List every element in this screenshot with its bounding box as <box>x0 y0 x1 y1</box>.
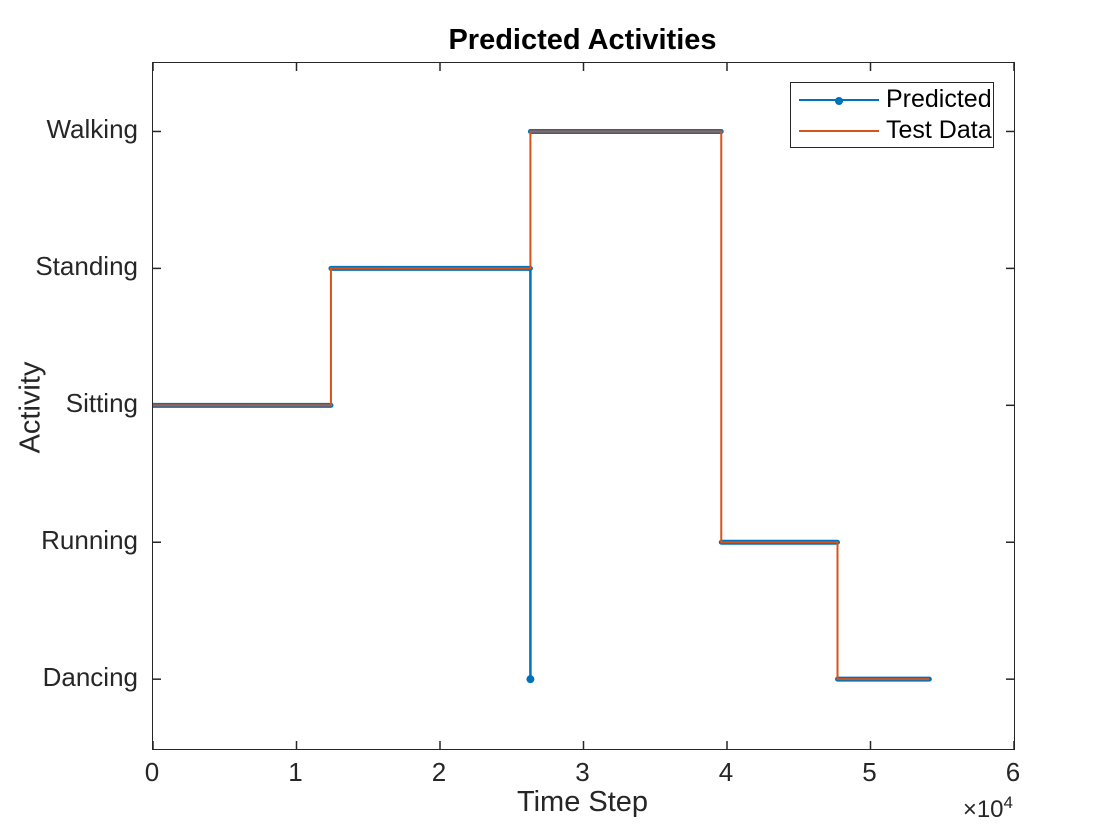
legend-label: Predicted <box>886 85 992 113</box>
legend-label: Test Data <box>886 116 992 144</box>
x-axis-exponent: ×104 <box>873 793 1013 824</box>
plot-area <box>152 62 1015 750</box>
x-tick-label-4: 4 <box>718 757 734 787</box>
y-tick-label-walking: Walking <box>46 114 138 145</box>
y-tick-label-sitting: Sitting <box>65 388 138 419</box>
exponent-prefix: ×10 <box>962 796 1004 823</box>
x-tick-label-2: 2 <box>431 757 447 787</box>
predicted-anomaly-marker <box>526 675 535 684</box>
x-axis-label: Time Step <box>516 786 649 818</box>
x-tick-label-3: 3 <box>575 757 590 787</box>
legend-item-test-data: Test Data <box>791 115 993 146</box>
chart-title: Predicted Activities <box>448 24 717 56</box>
x-tick-label-5: 5 <box>862 757 877 787</box>
exponent-power: 4 <box>1003 793 1013 812</box>
legend-dot-marker <box>835 96 843 105</box>
x-tick-label-6: 6 <box>1005 757 1021 787</box>
test-data-step-line <box>153 130 930 681</box>
legend: Predicted Test Data <box>790 82 994 148</box>
y-tick-label-dancing: Dancing <box>42 662 138 693</box>
y-tick-label-standing: Standing <box>35 251 138 282</box>
step-chart <box>153 63 1014 749</box>
legend-line-sample <box>799 96 879 105</box>
x-tick-label-0: 0 <box>144 757 160 787</box>
y-tick-label-running: Running <box>41 525 138 556</box>
legend-line-sample <box>799 129 879 132</box>
x-tick-label-1: 1 <box>288 757 303 787</box>
legend-item-predicted: Predicted <box>791 84 993 115</box>
